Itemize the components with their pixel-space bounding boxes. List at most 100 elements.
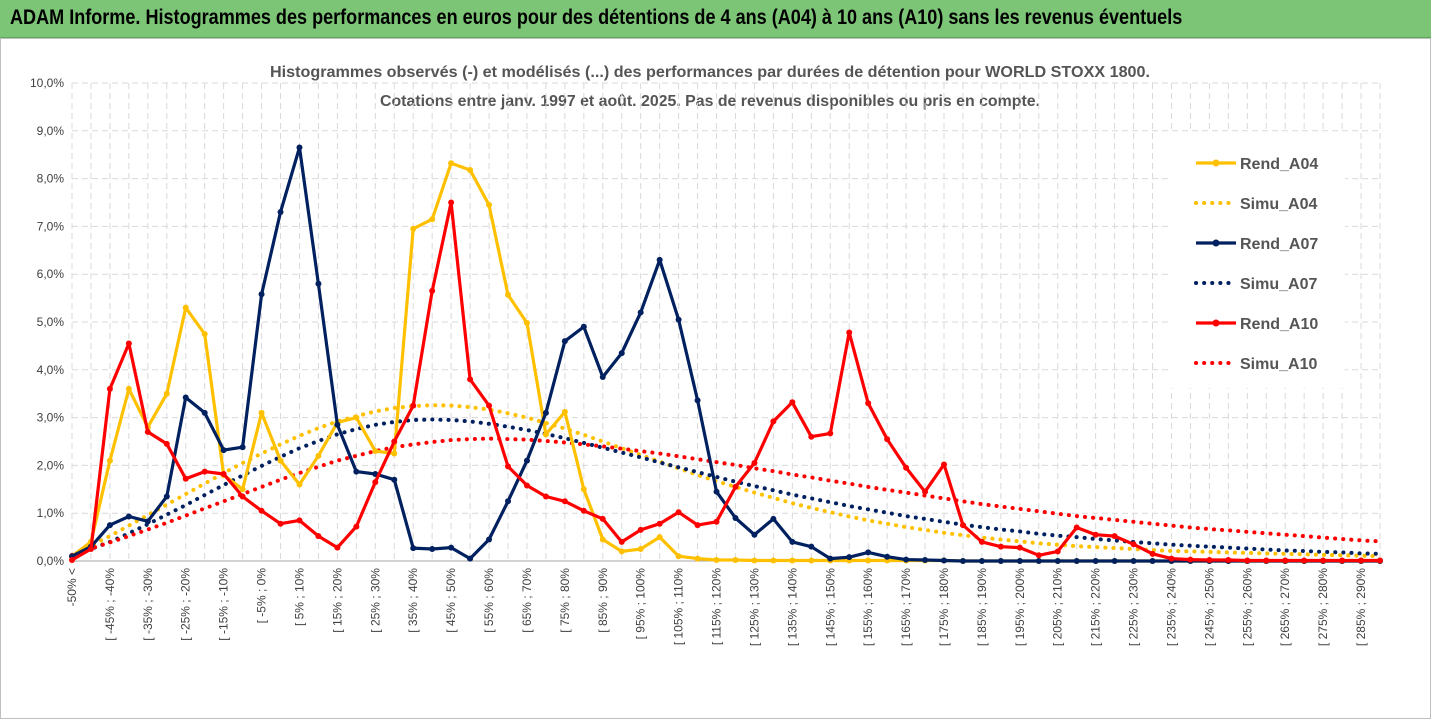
data-point [277, 457, 284, 464]
data-point [713, 518, 720, 525]
data-point [580, 323, 587, 330]
x-tick-label: [ -5% ; 0% [255, 568, 269, 624]
data-point [69, 557, 75, 564]
data-point [315, 452, 322, 459]
legend-label: Rend_A10 [1240, 316, 1318, 333]
data-point [1206, 557, 1213, 564]
x-tick-label: [ 145% ; 150% [823, 568, 837, 646]
data-point [125, 513, 132, 520]
y-tick-label: 2,0% [37, 458, 65, 472]
legend-background [1170, 133, 1345, 388]
data-point [258, 507, 265, 514]
x-tick-label: [ 255% ; 260% [1240, 568, 1254, 646]
data-point [884, 553, 891, 560]
page-title: ADAM Informe. Histogrammes des performan… [10, 6, 1183, 29]
data-point [770, 418, 777, 425]
x-tick-label: [ 5% ; 10% [292, 568, 306, 626]
x-tick-label: [ 275% ; 280% [1316, 568, 1330, 646]
data-point [1035, 552, 1042, 559]
x-tick-label: [ -35% ; -30% [141, 568, 155, 641]
data-point [1073, 558, 1080, 564]
x-tick-label: [ 215% ; 220% [1089, 568, 1103, 646]
data-point [846, 554, 853, 561]
data-point [1282, 557, 1289, 564]
legend-label: Simu_A04 [1240, 196, 1317, 213]
x-tick-label: [ 45% ; 50% [444, 568, 458, 633]
data-point [201, 468, 208, 475]
data-point [846, 329, 853, 336]
data-point [429, 216, 436, 223]
legend-label: Rend_A07 [1240, 236, 1318, 253]
data-point [220, 471, 227, 478]
data-point [997, 543, 1004, 550]
y-tick-label: 9,0% [37, 124, 65, 138]
data-point [505, 498, 511, 505]
x-tick-label: [ 185% ; 190% [975, 568, 989, 646]
y-axis: 0,0% 1,0% 2,0% 3,0% 4,0% 5,0% 6,0% 7,0% 8,0% 9,0%… [30, 76, 64, 568]
series-simu-a10 [70, 436, 1382, 557]
data-point [922, 557, 929, 564]
data-point [182, 304, 189, 311]
data-point [599, 536, 606, 543]
data-point [182, 394, 189, 401]
data-point [751, 557, 758, 564]
x-tick-label: [ -25% ; -20% [179, 568, 193, 641]
x-axis: -50% < [ -45% ; -40% [ -35% ; -30% [ -25% ;… [65, 568, 1368, 646]
data-point [732, 557, 739, 564]
data-point [770, 515, 777, 522]
data-point [296, 144, 303, 151]
data-point [675, 553, 682, 560]
data-point [372, 479, 379, 486]
data-point [1168, 555, 1175, 562]
data-point [239, 444, 246, 451]
y-tick-label: 0,0% [37, 554, 65, 568]
data-point [561, 498, 568, 505]
data-point [429, 287, 436, 294]
series-line-simu-a04 [70, 403, 1382, 559]
data-point [448, 199, 455, 206]
data-point [675, 316, 682, 323]
data-point [106, 385, 113, 392]
data-point [505, 463, 511, 470]
x-tick-label: [ 85% ; 90% [596, 568, 610, 633]
data-point [808, 543, 815, 550]
legend-item-rend-a04: Rend_A04 [1196, 156, 1318, 173]
x-tick-label: [ 135% ; 140% [785, 568, 799, 646]
data-point [239, 486, 246, 493]
data-point [827, 430, 834, 437]
data-point [201, 409, 208, 416]
data-point [258, 409, 265, 416]
data-point [1187, 556, 1194, 563]
data-point [789, 399, 796, 406]
gridlines [71, 82, 1381, 562]
series-rend-a10 [69, 199, 1383, 564]
x-tick-label: [ -15% ; -10% [217, 568, 231, 641]
legend-label: Rend_A04 [1240, 156, 1318, 173]
data-point [315, 533, 322, 540]
data-point [1377, 557, 1383, 564]
data-point [1073, 524, 1080, 531]
data-point [220, 447, 227, 454]
data-point [523, 482, 530, 489]
data-point [542, 493, 549, 500]
data-point [1301, 557, 1308, 564]
chart-title: Histogrammes observés (-) et modélisés (… [270, 64, 1150, 110]
data-point [125, 385, 132, 392]
x-tick-label: [ 25% ; 30% [368, 568, 382, 633]
data-point [637, 546, 644, 553]
data-point [391, 450, 398, 457]
x-tick-label: [ 265% ; 270% [1278, 568, 1292, 646]
legend: Rend_A04 Simu_A04 Rend_A07 Simu_A07 Rend_A10… [1170, 133, 1345, 388]
x-tick-label: [ 115% ; 120% [710, 568, 724, 645]
x-tick-label: [ 75% ; 80% [558, 568, 572, 633]
data-point [561, 408, 568, 415]
data-point [1054, 558, 1061, 564]
data-point [656, 534, 663, 541]
data-point [941, 461, 947, 468]
data-point [315, 280, 322, 287]
data-point [163, 493, 170, 500]
data-point [144, 518, 151, 525]
data-point [789, 538, 796, 545]
data-point [637, 309, 644, 316]
data-point [599, 515, 606, 522]
